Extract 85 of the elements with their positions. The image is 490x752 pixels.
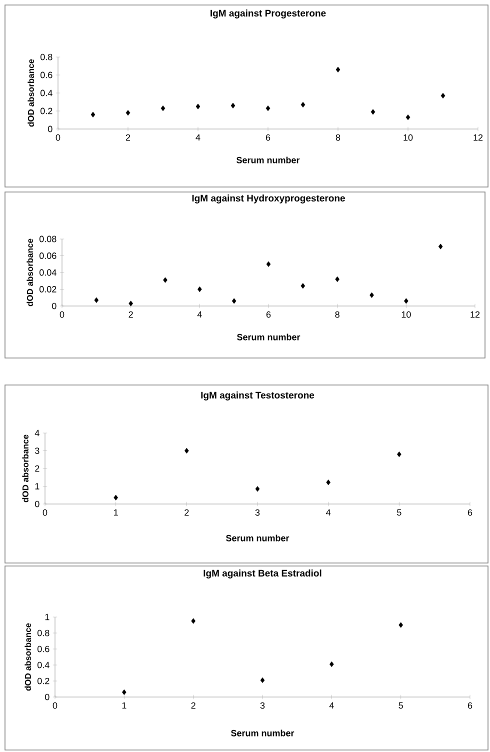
y-tick-label: 0.04 <box>39 269 56 276</box>
y-tick-label: 0.4 <box>38 662 50 668</box>
point <box>260 677 265 684</box>
x-axis-title: Serum number <box>236 156 300 164</box>
y-axis-title: dOD absorbance <box>28 59 34 127</box>
y-tick-label: 0 <box>45 694 50 700</box>
x-tick-label: 10 <box>404 134 413 141</box>
point <box>438 244 443 250</box>
point <box>300 102 306 108</box>
x-tick-label: 2 <box>184 509 189 516</box>
y-axis-title: dOD absorbance <box>22 434 28 502</box>
y-axis-title: dOD absorbance <box>24 623 31 691</box>
point <box>266 261 271 267</box>
x-tick-label: 5 <box>397 509 402 516</box>
x-tick-label: 6 <box>266 134 270 141</box>
chart-title: IgM against Testosterone <box>201 392 314 400</box>
point <box>370 109 376 115</box>
y-tick-label: 4 <box>34 430 40 436</box>
y-tick-label: 0.2 <box>38 678 50 684</box>
point <box>404 298 408 304</box>
point <box>230 102 236 108</box>
y-tick-label: 0.02 <box>39 286 56 292</box>
chart-title: IgM against Hydroxyprogesterone <box>192 194 345 204</box>
y-tick-label: 1 <box>35 483 40 490</box>
point <box>300 283 306 289</box>
x-tick-label: 12 <box>474 134 483 141</box>
y-tick-label: 0.6 <box>38 646 50 652</box>
point <box>126 110 130 116</box>
point <box>406 114 410 120</box>
x-tick-label: 8 <box>335 311 340 318</box>
point <box>128 300 133 306</box>
y-tick-label: 0.06 <box>39 252 56 259</box>
x-tick-label: 4 <box>329 702 334 709</box>
y-tick-label: 0 <box>52 302 56 310</box>
point <box>191 618 196 624</box>
x-axis-title: Serum number <box>231 730 294 736</box>
x-tick-label: 1 <box>122 702 126 709</box>
x-tick-label: 10 <box>402 311 411 318</box>
x-tick-label: 0 <box>60 311 64 318</box>
point <box>160 106 166 112</box>
x-axis-title: Serum number <box>226 534 290 542</box>
point <box>370 292 374 298</box>
y-tick-label: 0.6 <box>40 72 52 78</box>
x-tick-label: 2 <box>126 134 130 141</box>
x-tick-label: 6 <box>468 509 472 516</box>
y-tick-label: 2 <box>35 465 40 472</box>
x-tick-label: 6 <box>468 702 472 709</box>
y-tick-label: 0.08 <box>39 236 56 242</box>
x-axis-title: Serum number <box>237 334 300 340</box>
chart-title: IgM against Beta Estradiol <box>204 570 322 578</box>
y-tick-label: 0.2 <box>40 108 52 114</box>
x-tick-label: 1 <box>114 509 118 516</box>
chart-title: IgM against Progesterone <box>210 10 326 18</box>
point <box>232 298 236 304</box>
y-tick-label: 0 <box>35 500 40 508</box>
point <box>397 452 402 458</box>
x-tick-label: 4 <box>197 311 202 318</box>
x-tick-label: 3 <box>260 702 265 709</box>
y-tick-label: 0.4 <box>40 90 52 96</box>
point <box>255 486 260 492</box>
y-tick-label: 0.8 <box>38 630 50 636</box>
point <box>336 66 340 72</box>
point <box>266 106 270 112</box>
point <box>398 622 403 628</box>
point <box>94 297 99 303</box>
x-tick-label: 5 <box>398 702 403 709</box>
y-tick-label: 3 <box>35 448 40 454</box>
x-tick-label: 2 <box>191 702 196 709</box>
x-tick-label: 3 <box>255 509 260 516</box>
point <box>163 277 168 283</box>
point <box>326 480 330 486</box>
y-tick-label: 0.8 <box>40 54 52 60</box>
x-tick-label: 4 <box>196 134 200 141</box>
y-tick-label: 1 <box>45 614 50 620</box>
x-tick-label: 12 <box>470 311 480 318</box>
x-tick-label: 6 <box>266 311 271 318</box>
point <box>196 104 200 110</box>
x-tick-label: 2 <box>128 311 133 318</box>
y-tick-label: 0 <box>48 126 52 132</box>
y-axis-title: dOD absorbance <box>26 238 33 306</box>
point <box>440 92 446 98</box>
point <box>90 112 96 118</box>
point <box>114 494 118 500</box>
x-tick-label: 8 <box>336 134 340 141</box>
x-tick-label: 4 <box>326 509 331 516</box>
